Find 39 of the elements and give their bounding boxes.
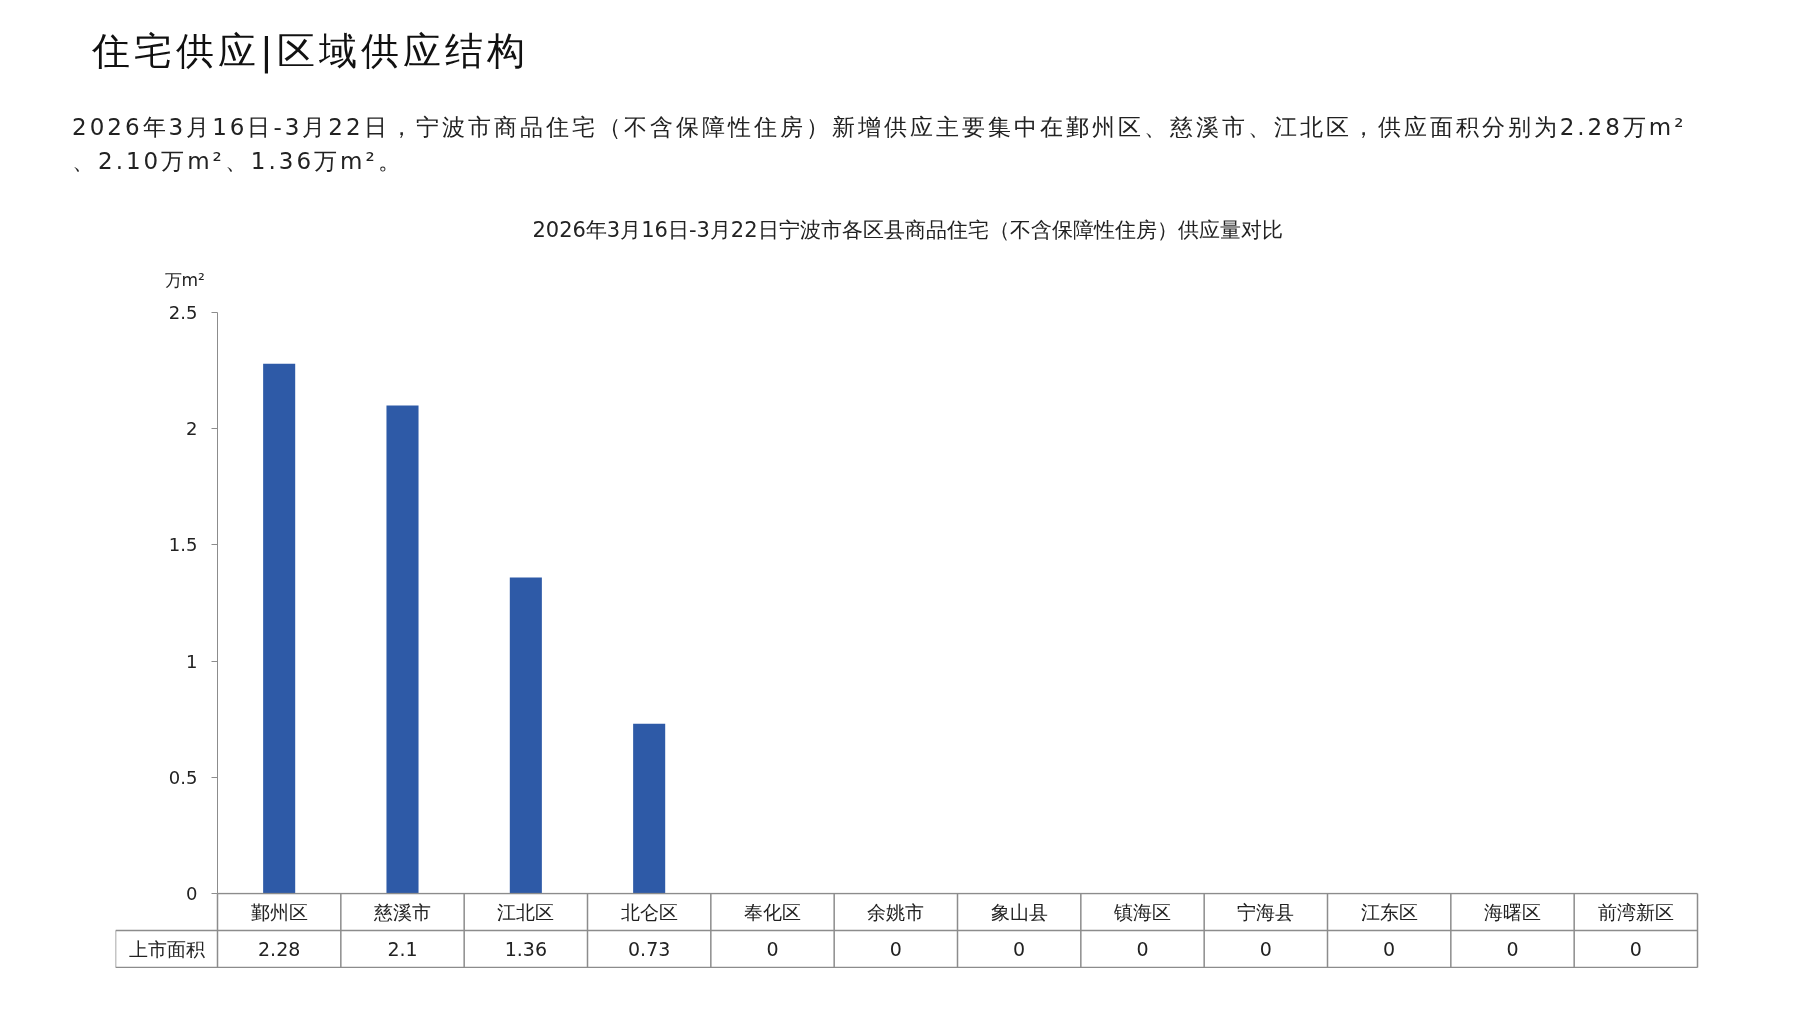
- bar: [263, 363, 296, 894]
- y-tick-label: 1.5: [168, 534, 198, 556]
- x-tick-label: 余姚市: [867, 901, 925, 923]
- y-tick-label: 0.5: [168, 766, 198, 788]
- text: 2026年3月16日-3月22日，宁波市商品住宅（不含保障性住房）新增供应主要集中在鄞州区、慈溪市、江北区，供应面积分别为2.28万m²、2.10万m²、1.36万m²。: [72, 113, 1688, 176]
- y-tick-label: 1: [186, 650, 198, 672]
- data-label: 0: [1259, 938, 1272, 960]
- data-label: 0: [1629, 938, 1642, 960]
- y-tick-label: 2.5: [168, 302, 198, 323]
- data-label: 0: [766, 938, 779, 960]
- x-tick-label: 北仑区: [620, 901, 678, 923]
- bar: [386, 405, 419, 894]
- x-tick-label: 江东区: [1360, 901, 1418, 923]
- text: 上市面积: [128, 938, 205, 960]
- bar: [633, 723, 666, 894]
- y-tick-label: 0: [186, 883, 198, 904]
- y-axis-title: 万m²: [164, 269, 205, 290]
- x-tick-label: 宁海县: [1237, 901, 1295, 923]
- x-tick-label: 镇海区: [1113, 901, 1171, 923]
- x-tick-label: 海曙区: [1484, 901, 1541, 923]
- x-tick-label: 奉化区: [744, 901, 801, 923]
- data-label: 2.1: [387, 938, 418, 960]
- data-label: 0: [1383, 938, 1396, 960]
- data-label: 0: [889, 938, 902, 960]
- x-tick-label: 江北区: [497, 901, 555, 923]
- x-tick-label: 象山县: [990, 901, 1048, 923]
- x-tick-label: 前湾新区: [1597, 901, 1674, 923]
- x-tick-label: 慈溪市: [373, 901, 431, 923]
- data-label: 0: [1013, 938, 1026, 960]
- data-label: 1.36: [504, 938, 547, 960]
- data-label: 0: [1506, 938, 1519, 960]
- chart-title: 2026年3月16日-3月22日宁波市各区县商品住宅（不含保障性住房）供应量对比: [532, 217, 1283, 242]
- bar: [509, 577, 542, 894]
- text: 住宅供应|区域供应结构: [92, 28, 529, 76]
- data-label: 0.73: [628, 938, 671, 960]
- x-tick-label: 鄞州区: [250, 901, 308, 923]
- data-label: 2.28: [258, 938, 301, 960]
- data-label: 0: [1136, 938, 1149, 960]
- y-tick-label: 2: [186, 418, 198, 440]
